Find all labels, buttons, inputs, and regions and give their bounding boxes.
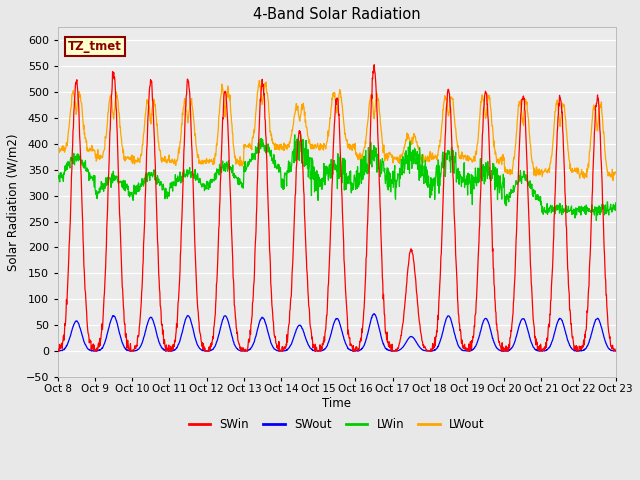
SWin: [547, 312, 554, 317]
LWout: [164, 158, 172, 164]
LWout: [612, 170, 620, 176]
Line: LWout: LWout: [58, 81, 616, 180]
SWout: [612, 348, 620, 354]
LWin: [546, 204, 554, 210]
SWout: [424, 348, 432, 354]
LWout: [255, 78, 263, 84]
LWin: [164, 190, 172, 195]
SWin: [179, 203, 186, 208]
SWin: [424, 348, 432, 353]
LWin: [178, 179, 186, 184]
SWin: [612, 348, 620, 354]
LWin: [612, 200, 620, 205]
SWin: [165, 342, 173, 348]
SWout: [165, 348, 173, 353]
SWout: [547, 343, 554, 349]
X-axis label: Time: Time: [323, 396, 351, 410]
Title: 4-Band Solar Radiation: 4-Band Solar Radiation: [253, 7, 420, 22]
Line: SWin: SWin: [58, 65, 616, 351]
LWin: [424, 184, 431, 190]
Y-axis label: Solar Radiation (W/m2): Solar Radiation (W/m2): [7, 133, 20, 271]
LWout: [497, 155, 504, 160]
LWout: [609, 178, 617, 183]
Text: TZ_tmet: TZ_tmet: [68, 40, 122, 53]
SWout: [371, 311, 378, 316]
LWin: [593, 217, 600, 223]
LWout: [54, 146, 61, 152]
LWout: [241, 145, 248, 151]
LWin: [54, 174, 61, 180]
LWout: [546, 161, 554, 167]
LWin: [297, 132, 305, 137]
SWin: [371, 62, 378, 68]
Line: SWout: SWout: [58, 313, 616, 351]
Line: LWin: LWin: [58, 134, 616, 220]
SWin: [497, 346, 505, 351]
LWin: [497, 183, 504, 189]
SWin: [55, 348, 63, 354]
LWout: [178, 121, 186, 127]
SWout: [179, 329, 186, 335]
Legend: SWin, SWout, LWin, LWout: SWin, SWout, LWin, LWout: [184, 413, 490, 436]
SWout: [497, 348, 505, 354]
LWin: [241, 169, 248, 175]
SWin: [54, 348, 61, 353]
SWin: [241, 348, 248, 354]
LWout: [424, 153, 431, 159]
SWout: [54, 348, 61, 354]
SWout: [55, 348, 63, 354]
SWout: [241, 348, 248, 354]
